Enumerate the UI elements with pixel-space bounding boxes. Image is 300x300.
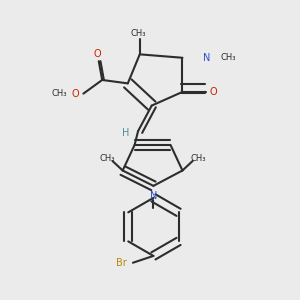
- Text: CH₃: CH₃: [130, 29, 146, 38]
- Text: N: N: [150, 191, 157, 201]
- Text: N: N: [203, 53, 210, 63]
- Text: O: O: [93, 49, 101, 59]
- Text: CH₃: CH₃: [52, 89, 67, 98]
- Text: H: H: [122, 128, 130, 138]
- Text: Br: Br: [116, 258, 126, 268]
- Text: CH₃: CH₃: [221, 53, 236, 62]
- Text: CH₃: CH₃: [190, 154, 206, 163]
- Text: O: O: [71, 88, 79, 99]
- Text: CH₃: CH₃: [100, 154, 115, 163]
- Text: O: O: [209, 87, 217, 97]
